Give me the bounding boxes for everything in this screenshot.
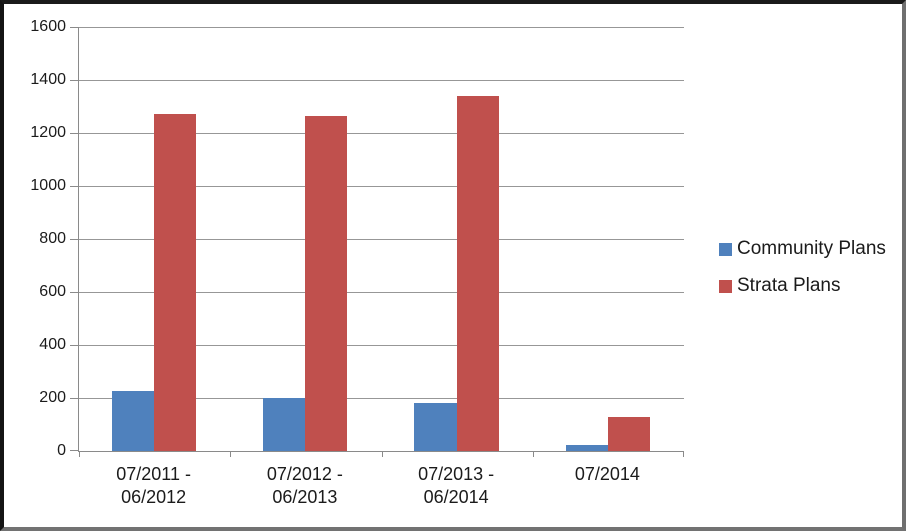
x-axis-tick — [683, 451, 684, 457]
category-group — [533, 27, 684, 451]
category-group — [230, 27, 381, 451]
gridline — [79, 132, 684, 134]
gridline — [79, 185, 684, 187]
y-axis-tick-label: 200 — [39, 389, 66, 406]
bar-community-plans — [263, 398, 306, 451]
x-axis-label-line: 07/2011 - — [116, 464, 191, 484]
y-axis-tick — [70, 344, 79, 346]
x-axis-label-line: 06/2012 — [121, 487, 187, 507]
y-axis-tick-label: 600 — [39, 283, 66, 300]
legend-label: Community Plans — [737, 238, 886, 259]
bar-community-plans — [565, 444, 608, 451]
x-axis-category-label: 07/2013 - 06/2014 — [381, 463, 532, 509]
legend: Community Plans Strata Plans — [719, 239, 886, 296]
x-axis-category-label: 07/2012 - 06/2013 — [229, 463, 380, 509]
y-axis-tick-label: 0 — [57, 442, 66, 459]
y-axis-tick — [70, 132, 79, 134]
gridline — [79, 397, 684, 399]
y-axis-tick-label: 1400 — [30, 71, 66, 88]
bar-strata-plans — [154, 113, 197, 451]
y-axis-tick-label: 1000 — [30, 177, 66, 194]
legend-swatch — [719, 242, 732, 256]
y-axis-tick-label: 1200 — [30, 124, 66, 141]
y-axis-tick — [70, 26, 79, 28]
gridline — [79, 291, 684, 293]
y-axis-tick — [70, 238, 79, 240]
bar-strata-plans — [305, 115, 348, 451]
gridline — [79, 26, 684, 28]
x-axis-tick — [79, 451, 80, 457]
category-group — [79, 27, 230, 451]
x-axis-tick — [532, 451, 534, 457]
y-axis-tick-label: 1600 — [30, 18, 66, 35]
y-axis-labels: 0 200 400 600 800 1000 1200 1400 1600 — [4, 18, 66, 459]
category-group — [382, 27, 533, 451]
plot-area — [70, 26, 684, 457]
x-axis-label-line: 07/2012 - — [266, 464, 343, 484]
gridline — [79, 79, 684, 81]
x-axis-labels: 07/2011 - 06/2012 07/2012 - 06/2013 07/2013 … — [78, 463, 683, 509]
y-axis-tick-label: 800 — [39, 230, 66, 247]
y-axis-tick — [70, 79, 79, 81]
bar-strata-plans — [456, 96, 499, 451]
bar-community-plans — [111, 390, 155, 451]
bar-strata-plans — [607, 417, 650, 451]
legend-swatch — [719, 279, 732, 293]
y-axis-tick — [70, 450, 79, 451]
x-axis-label-line: 07/2014 — [574, 464, 640, 484]
bar-community-plans — [414, 402, 457, 451]
legend-entry: Community Plans — [719, 239, 886, 259]
x-axis-tick — [230, 451, 232, 457]
legend-entry: Strata Plans — [719, 276, 886, 296]
x-axis-tick — [381, 451, 383, 457]
gridline — [79, 344, 684, 346]
x-axis-label-line: 06/2014 — [423, 487, 489, 507]
y-axis-tick — [70, 185, 79, 187]
legend-label: Strata Plans — [737, 275, 841, 296]
x-axis-category-label: 07/2011 - 06/2012 — [78, 463, 229, 509]
y-axis-tick — [70, 291, 79, 293]
x-axis-label-line: 06/2013 — [272, 487, 338, 507]
x-axis-category-label: 07/2014 — [532, 463, 683, 509]
y-axis-tick — [70, 397, 79, 399]
x-axis-label-line: 07/2013 - — [418, 464, 495, 484]
y-axis-tick-label: 400 — [39, 336, 66, 353]
gridline — [79, 238, 684, 240]
